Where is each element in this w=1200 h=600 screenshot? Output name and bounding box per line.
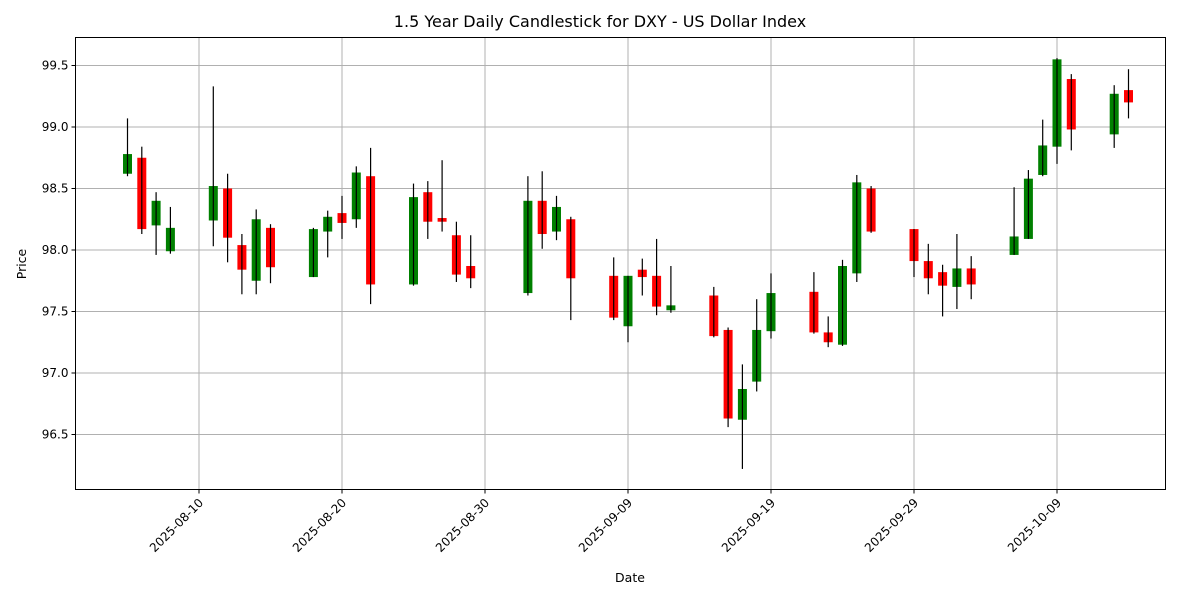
candle [223,173,233,263]
candle [423,181,433,239]
x-tick-label: 2025-09-19 [719,496,778,555]
candles [123,58,1133,469]
candle [123,118,132,177]
candle [852,174,862,282]
x-tick-label: 2025-09-09 [576,496,635,555]
candle [1124,69,1133,119]
candle [1038,119,1048,177]
candle [466,235,476,289]
candle [366,147,376,305]
candle [137,146,147,235]
candle [737,364,747,469]
candle [952,234,962,310]
x-tick-label: 2025-08-30 [433,496,492,555]
candle [409,183,418,286]
candle [1023,170,1033,239]
candle [823,316,833,348]
candle [308,227,318,278]
x-tick-label: 2025-10-09 [1005,496,1064,555]
candle [909,229,919,278]
x-tick-label: 2025-09-29 [862,496,921,555]
plot-frame [75,37,1166,490]
x-axis: 2025-08-10 2025-08-20 2025-08-30 2025-09-09… [147,489,1064,555]
y-tick-label: 99.0 [42,120,69,134]
y-axis: 96.5 97.0 97.5 98.0 98.5 99.0 99.5 [42,59,76,442]
candle [766,273,776,339]
candle [637,258,647,296]
candle [938,264,948,317]
candle [838,259,847,346]
candle [552,195,561,241]
y-tick-label: 98.5 [42,182,69,196]
candle [237,234,247,295]
candle [923,243,933,295]
candle [208,86,218,247]
candle [1109,85,1119,148]
candle [323,210,333,258]
candle [1009,187,1019,255]
candle [451,221,461,282]
candle [723,327,733,428]
y-tick-label: 98.0 [42,243,69,257]
candle [165,206,175,254]
candle [752,299,762,392]
candle [251,209,261,295]
candle [666,265,676,313]
candle [537,171,547,249]
chart-title: 1.5 Year Daily Candlestick for DXY - US … [393,12,807,31]
candle [523,176,533,296]
x-tick-label: 2025-08-10 [147,496,206,555]
y-tick-label: 99.5 [42,59,69,73]
y-tick-label: 96.5 [42,428,69,442]
candle [709,286,719,338]
candle [566,216,576,321]
candle [266,224,275,284]
candle [966,256,976,300]
candle [1066,74,1076,151]
x-tick-label: 2025-08-20 [290,496,349,555]
y-tick-label: 97.0 [42,366,69,380]
y-axis-label: Price [14,248,29,279]
candle [437,160,447,232]
candle [809,272,819,334]
candle [151,192,161,255]
candle [609,257,619,321]
candle [866,186,876,233]
candle [337,195,347,239]
candle [623,275,633,343]
y-tick-label: 97.5 [42,305,69,319]
grid-lines [75,37,1166,490]
candle [652,238,662,316]
candle [351,166,361,228]
candle [1052,58,1062,164]
x-axis-label: Date [615,570,645,585]
